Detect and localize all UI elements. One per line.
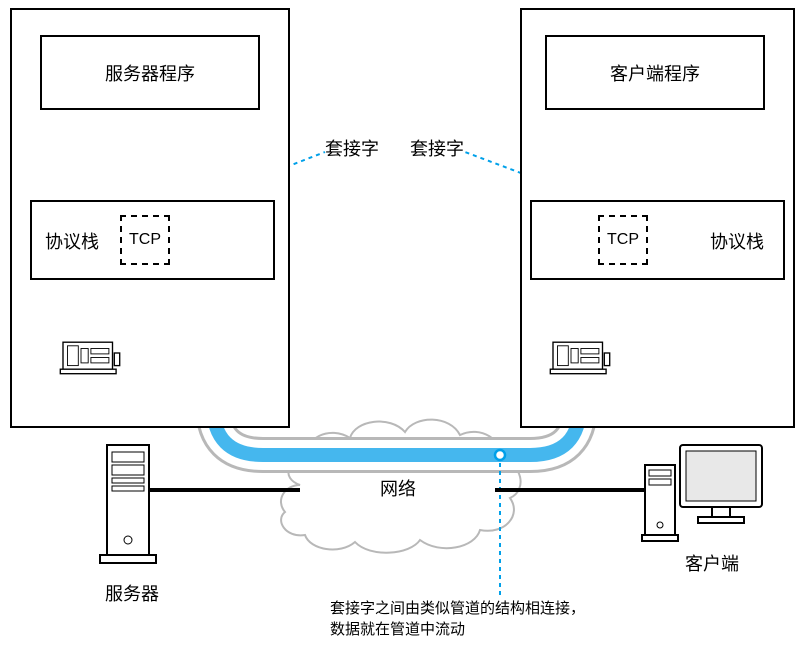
footnote: 套接字之间由类似管道的结构相连接， 数据就在管道中流动 (330, 598, 585, 640)
client-program-box: 客户端程序 (545, 35, 765, 110)
server-program-box: 服务器程序 (40, 35, 260, 110)
nic-icon-left (55, 335, 125, 380)
network-label: 网络 (380, 475, 416, 501)
server-tcp-label: TCP (129, 231, 161, 249)
server-label: 服务器 (105, 580, 159, 606)
client-tcp-box: TCP (598, 215, 648, 265)
server-stack-label: 协议栈 (45, 228, 99, 254)
footnote-point (495, 450, 505, 460)
socket-label-left: 套接字 (325, 135, 379, 161)
client-label: 客户端 (685, 550, 739, 576)
client-icon (640, 440, 770, 550)
client-tcp-label: TCP (607, 231, 639, 249)
server-icon (95, 440, 165, 570)
socket-label-right: 套接字 (410, 135, 464, 161)
server-tcp-box: TCP (120, 215, 170, 265)
nic-icon-right (545, 335, 615, 380)
footnote-line1: 套接字之间由类似管道的结构相连接， (330, 598, 585, 619)
client-program-label: 客户端程序 (610, 60, 700, 86)
client-stack-label: 协议栈 (710, 228, 764, 254)
server-program-label: 服务器程序 (105, 60, 195, 86)
footnote-line2: 数据就在管道中流动 (330, 619, 585, 640)
